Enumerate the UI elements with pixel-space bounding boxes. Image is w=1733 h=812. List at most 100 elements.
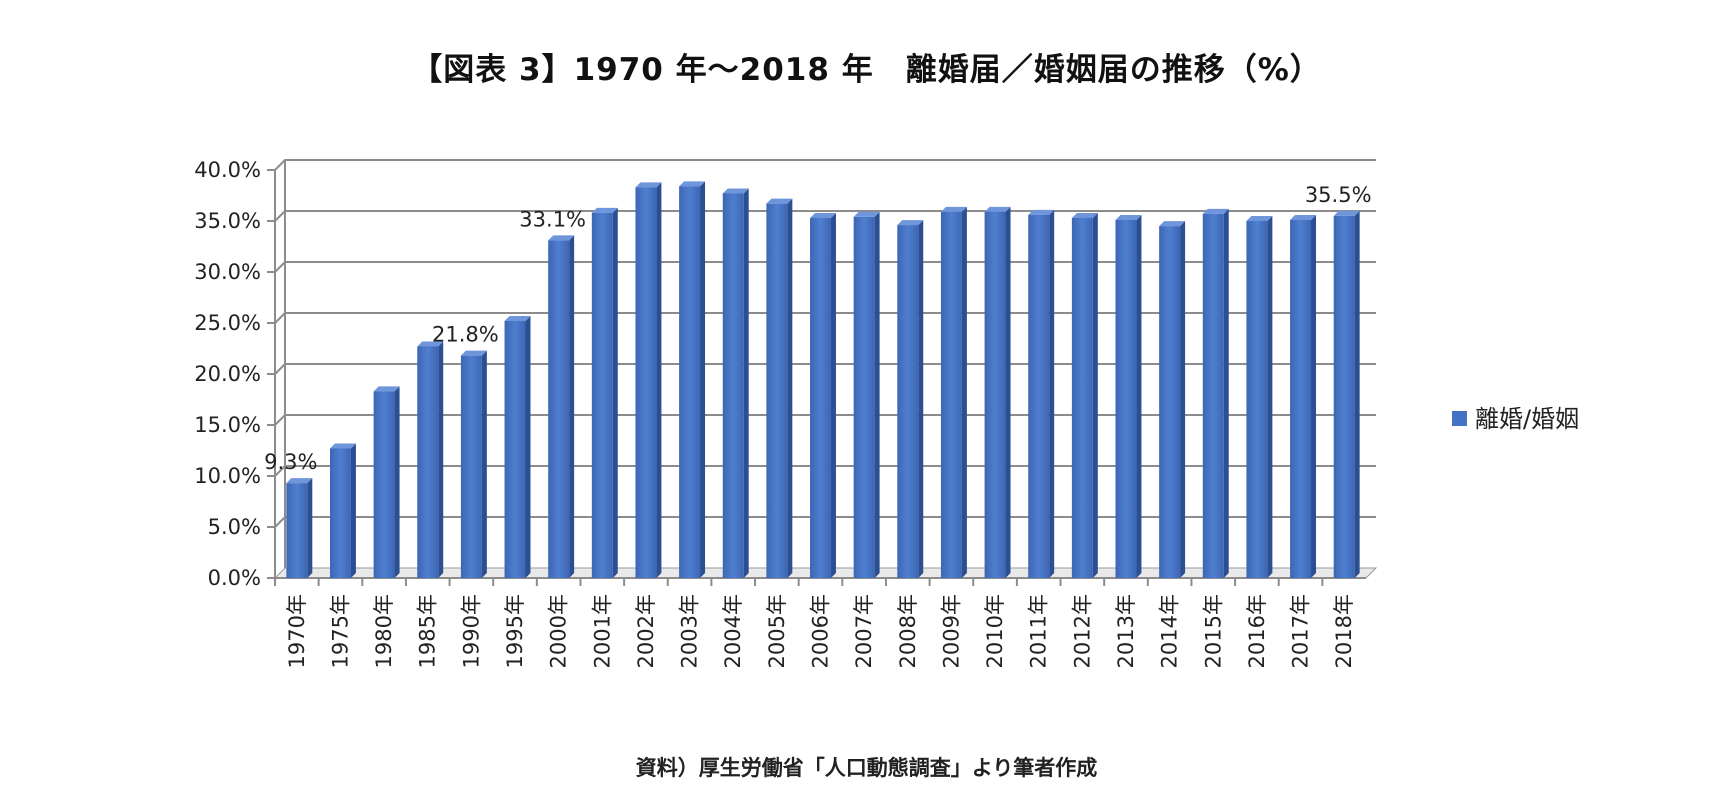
- bar: [940, 206, 967, 578]
- y-tick-label: 0.0%: [208, 566, 261, 590]
- bar-front: [722, 193, 744, 578]
- x-tick-label: 1985年: [416, 594, 440, 668]
- bar-top: [1071, 212, 1098, 218]
- x-tick-label: 1970年: [285, 594, 309, 668]
- bar: [766, 198, 793, 578]
- bar-front: [766, 203, 788, 578]
- bar-top: [286, 478, 313, 484]
- bar: [504, 315, 531, 578]
- bar-front: [286, 483, 308, 578]
- bar-front: [853, 216, 875, 579]
- bar-front: [1202, 213, 1224, 579]
- bar-top: [635, 182, 662, 188]
- chart-title: 【図表 3】1970 年～2018 年 離婚届／婚姻届の推移（%）: [411, 52, 1322, 88]
- bar-front: [504, 320, 526, 578]
- bar: [591, 207, 618, 578]
- data-label: 9.3%: [264, 450, 317, 474]
- bar: [1290, 214, 1317, 579]
- x-tick-label: 2007年: [852, 594, 876, 668]
- bar-top: [417, 341, 444, 347]
- bar-top: [984, 206, 1011, 212]
- bar-side: [918, 220, 924, 578]
- bar-side: [743, 188, 749, 578]
- data-label: 33.1%: [519, 207, 586, 231]
- y-tick-label: 5.0%: [208, 515, 261, 539]
- bar-front: [417, 346, 439, 578]
- data-label: 21.8%: [432, 323, 499, 347]
- bar-front: [1028, 214, 1050, 578]
- x-axis: 1970年 1975年 1980年 1985年 1990年 1995年 2000年 2001年…: [274, 577, 1366, 668]
- bar-top: [679, 181, 706, 187]
- bar-front: [548, 240, 570, 578]
- bar: [1115, 214, 1142, 579]
- bar-front: [1333, 215, 1355, 578]
- x-tick-label: 2018年: [1332, 594, 1356, 668]
- bar: [548, 235, 575, 578]
- bar: [1246, 216, 1273, 578]
- bar-side: [1180, 221, 1186, 578]
- x-tick-label: 2002年: [634, 594, 658, 668]
- bar-top: [1115, 214, 1142, 220]
- bar-side: [961, 206, 967, 578]
- bar-front: [460, 355, 482, 578]
- x-tick-label: 2003年: [678, 594, 702, 668]
- bar-front: [984, 211, 1006, 578]
- bar-side: [438, 341, 444, 578]
- x-tick-label: 2016年: [1245, 594, 1269, 668]
- legend-label: 離婚/婚姻: [1475, 405, 1579, 433]
- bar-side: [350, 443, 356, 578]
- bar: [329, 443, 356, 578]
- y-tick-label: 35.0%: [194, 209, 261, 233]
- bar-top: [940, 206, 967, 212]
- bar-top: [897, 220, 924, 226]
- bar-top: [1028, 209, 1055, 215]
- data-labels: 9.3% 21.8% 33.1% 35.5%: [264, 183, 1371, 474]
- x-tick-label: 2012年: [1070, 594, 1094, 668]
- y-tick-label: 20.0%: [194, 362, 261, 386]
- bar: [286, 478, 313, 578]
- bar: [984, 206, 1011, 578]
- bar: [1202, 208, 1229, 579]
- bar-side: [656, 182, 662, 578]
- x-tick-label: 1995年: [503, 594, 527, 668]
- bar-top: [460, 350, 487, 356]
- x-tick-label: 2008年: [896, 594, 920, 668]
- x-tick-label: 1975年: [328, 594, 352, 668]
- bar-side: [612, 207, 618, 578]
- bar-front: [1159, 226, 1181, 578]
- legend-swatch: [1452, 411, 1467, 426]
- x-tick-label: 2006年: [809, 594, 833, 668]
- bar-front: [897, 225, 919, 578]
- x-tick-label: 2001年: [590, 594, 614, 668]
- bar-front: [373, 391, 395, 578]
- data-label: 35.5%: [1305, 183, 1372, 207]
- y-tick-label: 15.0%: [194, 413, 261, 437]
- bar: [635, 182, 662, 578]
- bar-front: [1246, 221, 1268, 578]
- x-tick-label: 1980年: [372, 594, 396, 668]
- x-tick-label: 2000年: [547, 594, 571, 668]
- y-tick-label: 10.0%: [194, 464, 261, 488]
- x-tick-label: 2011年: [1027, 594, 1051, 668]
- bar-top: [373, 386, 400, 392]
- bar-side: [787, 198, 793, 578]
- bar-side: [1311, 214, 1317, 579]
- y-tick-label: 30.0%: [194, 260, 261, 284]
- bar-side: [830, 212, 836, 578]
- bar-front: [1115, 219, 1137, 579]
- bar: [853, 211, 880, 579]
- legend: 離婚/婚姻: [1452, 405, 1579, 433]
- bar-side: [874, 211, 880, 579]
- bar-front: [591, 212, 613, 578]
- bar-top: [1290, 214, 1317, 220]
- bar-side: [307, 478, 313, 578]
- bar-top: [591, 207, 618, 213]
- bar-top: [329, 443, 356, 449]
- bar-top: [766, 198, 793, 204]
- x-tick-label: 2009年: [939, 594, 963, 668]
- bar-top: [1202, 208, 1229, 214]
- bar: [722, 188, 749, 578]
- x-tick-label: 1990年: [459, 594, 483, 668]
- bar-side: [700, 181, 706, 578]
- y-tick-label: 25.0%: [194, 311, 261, 335]
